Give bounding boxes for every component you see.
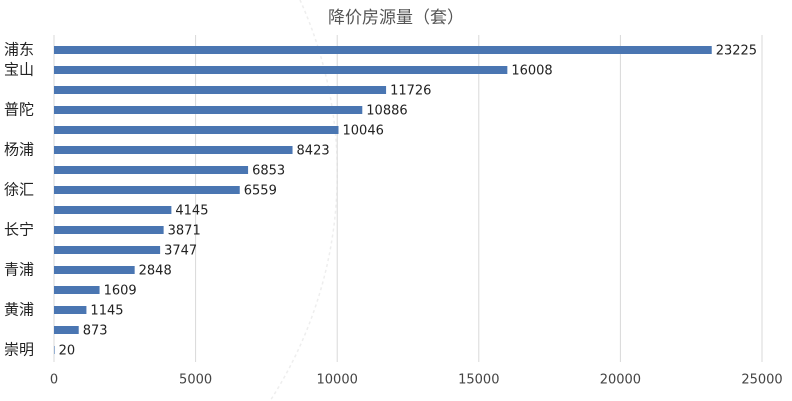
bar — [54, 86, 387, 94]
value-label: 873 — [83, 324, 108, 339]
y-tick-label: 宝山 — [4, 61, 34, 79]
y-tick-label: 崇明 — [4, 341, 34, 359]
value-label: 3747 — [164, 244, 197, 259]
bar — [54, 266, 135, 274]
x-tick-label: 0 — [50, 373, 58, 388]
bar — [54, 346, 55, 354]
x-tick-label: 10000 — [317, 373, 358, 388]
y-tick-label: 青浦 — [4, 261, 34, 279]
value-label: 10046 — [343, 124, 384, 139]
value-label: 23225 — [716, 44, 757, 59]
y-tick-label: 徐汇 — [4, 181, 34, 199]
bar — [54, 186, 240, 194]
value-label: 6559 — [244, 184, 277, 199]
y-tick-label: 黄浦 — [4, 301, 34, 319]
bar — [54, 126, 339, 134]
value-label: 1145 — [90, 304, 123, 319]
value-label: 16008 — [511, 64, 552, 79]
value-label: 2848 — [139, 264, 172, 279]
value-label: 4145 — [175, 204, 208, 219]
decorative-arc — [269, 0, 338, 401]
bar — [54, 246, 161, 254]
bar — [54, 226, 164, 234]
value-label: 11726 — [390, 84, 431, 99]
bar — [54, 286, 100, 294]
value-label: 1609 — [104, 284, 137, 299]
bar — [54, 66, 508, 74]
bar — [54, 206, 172, 214]
bar — [54, 106, 363, 114]
y-tick-label: 浦东 — [4, 41, 34, 59]
bar — [54, 46, 712, 54]
y-tick-label: 杨浦 — [4, 141, 34, 159]
value-label: 10886 — [366, 104, 407, 119]
bar — [54, 146, 293, 154]
value-label: 3871 — [168, 224, 201, 239]
bar — [54, 326, 79, 334]
bar — [54, 306, 87, 314]
value-label: 20 — [59, 344, 76, 359]
chart-title: 降价房源量（套） — [328, 8, 464, 28]
x-tick-label: 25000 — [741, 373, 782, 388]
y-tick-label: 普陀 — [4, 101, 34, 119]
x-tick-label: 15000 — [458, 373, 499, 388]
y-tick-label: 长宁 — [4, 221, 34, 239]
x-tick-label: 5000 — [179, 373, 212, 388]
x-tick-label: 20000 — [600, 373, 641, 388]
value-label: 6853 — [252, 164, 285, 179]
value-label: 8423 — [297, 144, 330, 159]
bar — [54, 166, 249, 174]
